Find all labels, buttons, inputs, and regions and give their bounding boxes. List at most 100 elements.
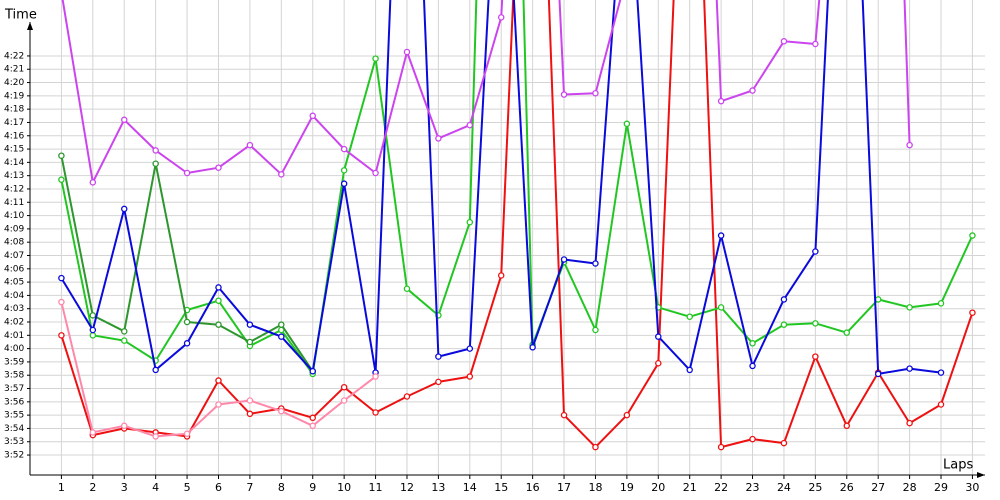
data-point <box>152 433 159 440</box>
data-point <box>812 248 819 255</box>
y-tick-label: 4:17 <box>4 118 24 128</box>
data-point <box>89 429 97 436</box>
y-tick-label: 3:53 <box>4 437 24 447</box>
x-tick-label: 1 <box>58 481 65 494</box>
y-tick-label: 4:20 <box>4 78 24 88</box>
x-tick-label: 2 <box>89 481 96 494</box>
data-point <box>120 328 128 335</box>
y-tick-label: 4:18 <box>4 105 24 115</box>
data-point <box>937 369 945 376</box>
y-tick-label: 4:21 <box>4 65 24 75</box>
data-point <box>278 333 285 340</box>
x-tick-label: 21 <box>683 481 697 494</box>
y-tick-label: 3:55 <box>4 411 24 421</box>
data-point <box>812 353 819 360</box>
data-point <box>372 373 379 380</box>
data-point <box>309 414 316 422</box>
data-point <box>874 370 882 378</box>
data-point <box>497 272 505 279</box>
data-point <box>592 443 599 451</box>
data-point <box>215 377 222 384</box>
data-point <box>906 141 913 149</box>
data-point <box>278 407 285 415</box>
data-point <box>906 304 913 311</box>
data-point <box>843 422 851 430</box>
x-tick-label: 9 <box>309 481 316 494</box>
data-point <box>246 141 254 149</box>
data-point <box>372 409 379 416</box>
data-point <box>812 40 819 48</box>
data-point <box>592 326 599 334</box>
x-tick-label: 30 <box>965 481 979 494</box>
data-point <box>686 313 693 320</box>
x-tick-label: 5 <box>184 481 191 494</box>
data-point <box>560 91 568 98</box>
data-point <box>749 340 756 347</box>
y-tick-label: 4:10 <box>4 211 24 221</box>
data-point <box>403 48 411 56</box>
data-point <box>58 332 65 339</box>
data-point <box>592 89 599 97</box>
y-tick-label: 4:09 <box>4 224 24 234</box>
series-line <box>60 0 974 449</box>
x-tick-label: 18 <box>588 481 602 494</box>
series-line <box>61 0 911 184</box>
x-tick-label: 20 <box>651 481 665 494</box>
data-point <box>623 120 631 128</box>
x-tick-label: 3 <box>121 481 128 494</box>
x-tick-label: 27 <box>871 481 885 494</box>
data-point <box>497 14 505 21</box>
data-point <box>120 116 128 124</box>
x-tick-label: 17 <box>557 481 571 494</box>
axes: Time Laps 3:52 3:53 3:54 3:55 3:56 3:57 3:58 3:… <box>4 8 985 494</box>
x-tick-label: 16 <box>526 481 540 494</box>
x-tick-label: 7 <box>246 481 253 494</box>
x-axis-title: Laps <box>943 458 973 473</box>
data-point <box>435 378 442 386</box>
series-line <box>60 0 974 375</box>
data-point <box>246 338 254 346</box>
x-tick-label: 8 <box>278 481 285 494</box>
y-tick-label: 4:06 <box>4 264 24 274</box>
data-point <box>717 304 725 311</box>
data-point <box>89 179 97 186</box>
data-point <box>906 365 913 372</box>
data-point <box>278 171 285 178</box>
x-tick-label: 26 <box>840 481 854 494</box>
data-point <box>717 97 725 105</box>
x-tick-label: 19 <box>620 481 634 494</box>
data-point <box>183 340 191 347</box>
data-point <box>340 180 348 187</box>
data-point <box>340 397 348 404</box>
y-tick-label: 3:59 <box>4 357 24 367</box>
x-tick-label: 15 <box>494 481 508 494</box>
data-point <box>749 87 756 94</box>
y-tick-label: 3:58 <box>4 371 24 381</box>
x-tick-label: 4 <box>152 481 159 494</box>
y-axis-arrow <box>27 22 33 30</box>
plot-area <box>58 0 976 451</box>
x-tick-label: 22 <box>714 481 728 494</box>
data-point <box>403 285 411 292</box>
data-point <box>717 232 725 239</box>
data-point <box>372 55 379 62</box>
y-tick-label: 4:01 <box>4 331 24 341</box>
y-tick-label: 3:56 <box>4 397 24 407</box>
y-tick-label: 4:03 <box>4 304 24 314</box>
y-tick-label: 4:05 <box>4 278 24 288</box>
x-tick-label: 12 <box>400 481 414 494</box>
data-point <box>655 359 662 367</box>
data-point <box>686 366 693 374</box>
data-point <box>246 321 254 328</box>
x-tick-label: 14 <box>463 481 477 494</box>
y-tick-label: 4:11 <box>4 198 24 208</box>
data-point <box>89 326 97 334</box>
data-point <box>120 422 128 430</box>
data-point <box>183 318 191 326</box>
data-point <box>120 337 128 344</box>
data-point <box>466 121 474 129</box>
data-point <box>58 152 65 159</box>
x-tick-label: 6 <box>215 481 222 494</box>
data-point <box>812 320 819 327</box>
